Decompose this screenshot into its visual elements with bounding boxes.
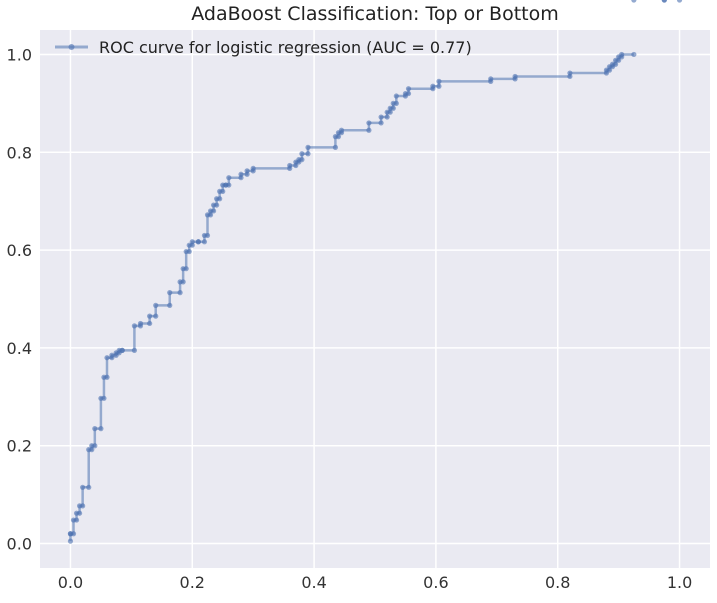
roc-point xyxy=(512,73,518,80)
roc-point xyxy=(619,51,625,58)
y-tick-label: 0.6 xyxy=(7,241,32,260)
roc-point xyxy=(676,0,683,3)
roc-point xyxy=(180,279,186,285)
roc-point xyxy=(390,105,396,111)
roc-point xyxy=(384,114,390,120)
roc-point xyxy=(86,484,92,490)
x-tick-labels: 0.0 0.2 0.4 0.6 0.8 1.0 xyxy=(58,573,693,592)
chart-title: AdaBoost Classification: Top or Bottom xyxy=(191,3,558,25)
x-tick-label: 0.4 xyxy=(301,573,326,592)
x-tick-label: 0.8 xyxy=(545,573,570,592)
roc-point xyxy=(220,188,226,194)
legend-marker-swatch xyxy=(68,44,75,50)
roc-point xyxy=(167,302,173,308)
roc-point xyxy=(335,134,342,140)
roc-point xyxy=(631,51,637,58)
roc-point xyxy=(177,290,183,296)
roc-point xyxy=(305,151,311,157)
roc-point xyxy=(153,302,159,308)
roc-point xyxy=(567,70,573,76)
roc-point xyxy=(378,120,384,126)
roc-point xyxy=(73,517,80,523)
roc-point xyxy=(210,208,217,214)
legend: ROC curve for logistic regression (AUC =… xyxy=(55,38,472,57)
y-gridlines xyxy=(40,53,710,545)
roc-point xyxy=(98,426,104,432)
roc-point xyxy=(366,127,372,133)
roc-point xyxy=(76,510,83,516)
roc-point xyxy=(226,182,232,188)
roc-point xyxy=(67,538,74,544)
roc-point xyxy=(70,531,77,537)
roc-point xyxy=(131,347,138,353)
roc-point xyxy=(332,144,339,150)
y-tick-label: 0.8 xyxy=(7,143,32,162)
roc-point xyxy=(393,100,399,106)
roc-point xyxy=(104,374,110,380)
y-tick-label: 0.0 xyxy=(7,535,32,554)
roc-point xyxy=(183,266,189,272)
roc-point xyxy=(436,83,442,89)
y-tick-label: 0.4 xyxy=(7,339,32,358)
roc-point xyxy=(201,239,208,245)
roc-point xyxy=(80,484,86,490)
roc-point xyxy=(631,0,637,3)
roc-point xyxy=(430,83,436,89)
roc-point xyxy=(238,171,244,177)
y-tick-label: 0.2 xyxy=(7,437,32,456)
roc-point xyxy=(109,352,115,358)
x-tick-label: 0.2 xyxy=(180,573,205,592)
roc-point xyxy=(186,248,192,255)
roc-point xyxy=(92,426,98,432)
roc-point xyxy=(104,355,110,361)
roc-point xyxy=(299,157,305,163)
roc-point xyxy=(378,114,384,120)
roc-point xyxy=(147,320,153,327)
roc-point xyxy=(204,232,211,239)
roc-point xyxy=(207,212,214,218)
roc-point xyxy=(287,162,293,169)
roc-point xyxy=(250,165,256,172)
roc-point xyxy=(661,0,667,3)
x-tick-label: 0.0 xyxy=(58,573,83,592)
x-tick-label: 0.6 xyxy=(423,573,448,592)
roc-point xyxy=(131,323,138,329)
y-tick-label: 1.0 xyxy=(7,45,32,64)
plot-area-background xyxy=(40,30,710,568)
y-tick-labels: 0.0 0.2 0.4 0.6 0.8 1.0 xyxy=(7,45,32,553)
roc-point xyxy=(101,395,107,401)
roc-point xyxy=(147,313,153,319)
roc-point xyxy=(80,503,86,509)
roc-point xyxy=(387,109,393,115)
roc-point xyxy=(612,61,619,67)
roc-point xyxy=(195,239,201,245)
legend-label: ROC curve for logistic regression (AUC =… xyxy=(99,38,472,57)
roc-markers xyxy=(67,0,683,544)
roc-point xyxy=(153,313,159,319)
roc-point xyxy=(305,144,311,150)
series-layer xyxy=(67,0,683,544)
roc-point xyxy=(244,168,250,174)
roc-point xyxy=(226,175,232,181)
roc-point xyxy=(119,347,125,353)
roc-point xyxy=(299,151,305,157)
roc-point xyxy=(405,86,412,92)
roc-point xyxy=(393,93,399,99)
roc-point xyxy=(436,78,442,84)
roc-point xyxy=(167,290,173,296)
roc-point xyxy=(89,447,95,453)
roc-point xyxy=(137,320,144,327)
x-gridlines xyxy=(69,30,681,568)
roc-point xyxy=(405,90,412,97)
roc-point xyxy=(366,120,372,126)
roc-point xyxy=(338,127,345,133)
x-tick-label: 1.0 xyxy=(667,573,692,592)
roc-point xyxy=(92,443,98,449)
roc-point xyxy=(217,196,223,202)
roc-point xyxy=(214,202,220,208)
roc-point xyxy=(189,239,195,245)
roc-point xyxy=(488,76,494,82)
